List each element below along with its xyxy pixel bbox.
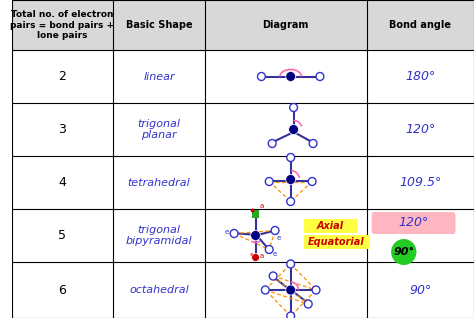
- Circle shape: [261, 286, 269, 294]
- Circle shape: [287, 154, 294, 162]
- Text: 3: 3: [58, 123, 66, 136]
- Circle shape: [287, 197, 294, 205]
- FancyBboxPatch shape: [372, 212, 456, 234]
- Text: a: a: [259, 204, 264, 210]
- Text: a: a: [259, 252, 264, 259]
- Circle shape: [252, 253, 259, 261]
- Text: 5: 5: [58, 229, 66, 242]
- Circle shape: [290, 103, 298, 112]
- Circle shape: [391, 239, 417, 265]
- Circle shape: [269, 272, 277, 280]
- Circle shape: [309, 140, 317, 148]
- Circle shape: [265, 177, 273, 185]
- Bar: [12, 0, 474, 50]
- Text: octahedral: octahedral: [129, 285, 189, 295]
- Text: 90°: 90°: [393, 247, 414, 257]
- Text: trigonal
planar: trigonal planar: [137, 119, 181, 140]
- Text: Total no. of electron
pairs = bond pairs +
lone pairs: Total no. of electron pairs = bond pairs…: [10, 10, 115, 40]
- Circle shape: [286, 175, 296, 184]
- Text: 4: 4: [58, 176, 66, 189]
- Circle shape: [308, 177, 316, 185]
- Text: 180°: 180°: [405, 70, 436, 83]
- Circle shape: [257, 73, 265, 80]
- Text: Bond angle: Bond angle: [389, 20, 451, 30]
- Text: tetrahedral: tetrahedral: [128, 177, 191, 188]
- Circle shape: [265, 245, 273, 253]
- Circle shape: [286, 285, 296, 295]
- Circle shape: [251, 209, 255, 212]
- Text: e: e: [277, 234, 281, 240]
- Text: 120°: 120°: [399, 217, 428, 230]
- Text: e: e: [224, 229, 228, 234]
- Circle shape: [287, 260, 294, 268]
- Text: 2: 2: [58, 70, 66, 83]
- Text: linear: linear: [143, 72, 175, 81]
- Circle shape: [251, 231, 260, 240]
- FancyBboxPatch shape: [304, 235, 370, 249]
- Text: Basic Shape: Basic Shape: [126, 20, 192, 30]
- Text: Axial: Axial: [317, 221, 344, 231]
- Circle shape: [287, 312, 294, 318]
- Text: 120°: 120°: [405, 123, 436, 136]
- Bar: [252, 210, 259, 218]
- Circle shape: [250, 253, 253, 256]
- Circle shape: [268, 140, 276, 148]
- Text: 6: 6: [58, 284, 66, 296]
- Circle shape: [286, 72, 296, 81]
- Text: trigonal
bipyramidal: trigonal bipyramidal: [126, 225, 192, 246]
- FancyBboxPatch shape: [304, 219, 357, 233]
- Circle shape: [316, 73, 324, 80]
- Text: Equatorial: Equatorial: [308, 237, 365, 247]
- Circle shape: [289, 125, 299, 135]
- Text: e: e: [273, 251, 277, 257]
- Text: 90°: 90°: [409, 284, 431, 296]
- Text: 109.5°: 109.5°: [399, 176, 441, 189]
- Circle shape: [230, 230, 238, 238]
- Circle shape: [312, 286, 320, 294]
- Circle shape: [304, 300, 312, 308]
- Circle shape: [271, 226, 279, 234]
- Text: Diagram: Diagram: [263, 20, 309, 30]
